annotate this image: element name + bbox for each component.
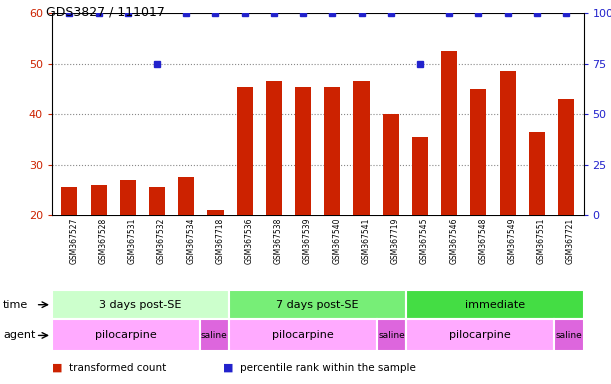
Text: agent: agent (3, 330, 35, 341)
Bar (529, 132, 545, 215)
Bar (412, 137, 428, 215)
Text: pilocarpine: pilocarpine (272, 330, 334, 341)
Bar (90, 185, 107, 215)
Text: saline: saline (378, 331, 405, 340)
Bar (382, 114, 399, 215)
Bar (52, 319, 200, 351)
Text: GSM367719: GSM367719 (391, 217, 400, 264)
Bar (406, 290, 584, 319)
Text: GSM367718: GSM367718 (216, 217, 224, 263)
Text: transformed count: transformed count (69, 363, 166, 373)
Text: immediate: immediate (465, 300, 525, 310)
Text: GSM367536: GSM367536 (244, 217, 254, 264)
Bar (500, 71, 516, 215)
Text: GSM367549: GSM367549 (508, 217, 516, 264)
Text: GSM367545: GSM367545 (420, 217, 429, 264)
Text: ■: ■ (223, 363, 233, 373)
Bar (236, 86, 253, 215)
Bar (554, 319, 584, 351)
Text: GSM367531: GSM367531 (128, 217, 137, 264)
Text: percentile rank within the sample: percentile rank within the sample (240, 363, 416, 373)
Bar (441, 51, 457, 215)
Bar (120, 180, 136, 215)
Text: GSM367538: GSM367538 (274, 217, 283, 264)
Text: GSM367551: GSM367551 (537, 217, 546, 264)
Text: 3 days post-SE: 3 days post-SE (100, 300, 181, 310)
Text: GSM367541: GSM367541 (362, 217, 370, 264)
Text: GSM367721: GSM367721 (566, 217, 575, 263)
Bar (208, 210, 224, 215)
Bar (324, 86, 340, 215)
Text: GSM367548: GSM367548 (478, 217, 488, 264)
Text: pilocarpine: pilocarpine (449, 330, 511, 341)
Text: GSM367539: GSM367539 (303, 217, 312, 264)
Text: saline: saline (201, 331, 228, 340)
Text: saline: saline (555, 331, 582, 340)
Bar (354, 81, 370, 215)
Bar (229, 290, 406, 319)
Bar (52, 290, 229, 319)
Text: GSM367546: GSM367546 (449, 217, 458, 264)
Text: ■: ■ (52, 363, 62, 373)
Text: GSM367540: GSM367540 (332, 217, 342, 264)
Bar (62, 187, 78, 215)
Text: pilocarpine: pilocarpine (95, 330, 156, 341)
Bar (178, 177, 194, 215)
Bar (200, 319, 229, 351)
Bar (295, 86, 311, 215)
Text: GSM367534: GSM367534 (186, 217, 196, 264)
Text: GDS3827 / 111017: GDS3827 / 111017 (46, 6, 165, 19)
Bar (149, 187, 165, 215)
Bar (470, 89, 486, 215)
Text: GSM367528: GSM367528 (98, 217, 108, 263)
Bar (406, 319, 554, 351)
Text: GSM367532: GSM367532 (157, 217, 166, 264)
Text: 7 days post-SE: 7 days post-SE (276, 300, 359, 310)
Text: time: time (3, 300, 28, 310)
Bar (558, 99, 574, 215)
Bar (266, 81, 282, 215)
Bar (229, 319, 377, 351)
Bar (377, 319, 406, 351)
Text: GSM367527: GSM367527 (70, 217, 78, 264)
